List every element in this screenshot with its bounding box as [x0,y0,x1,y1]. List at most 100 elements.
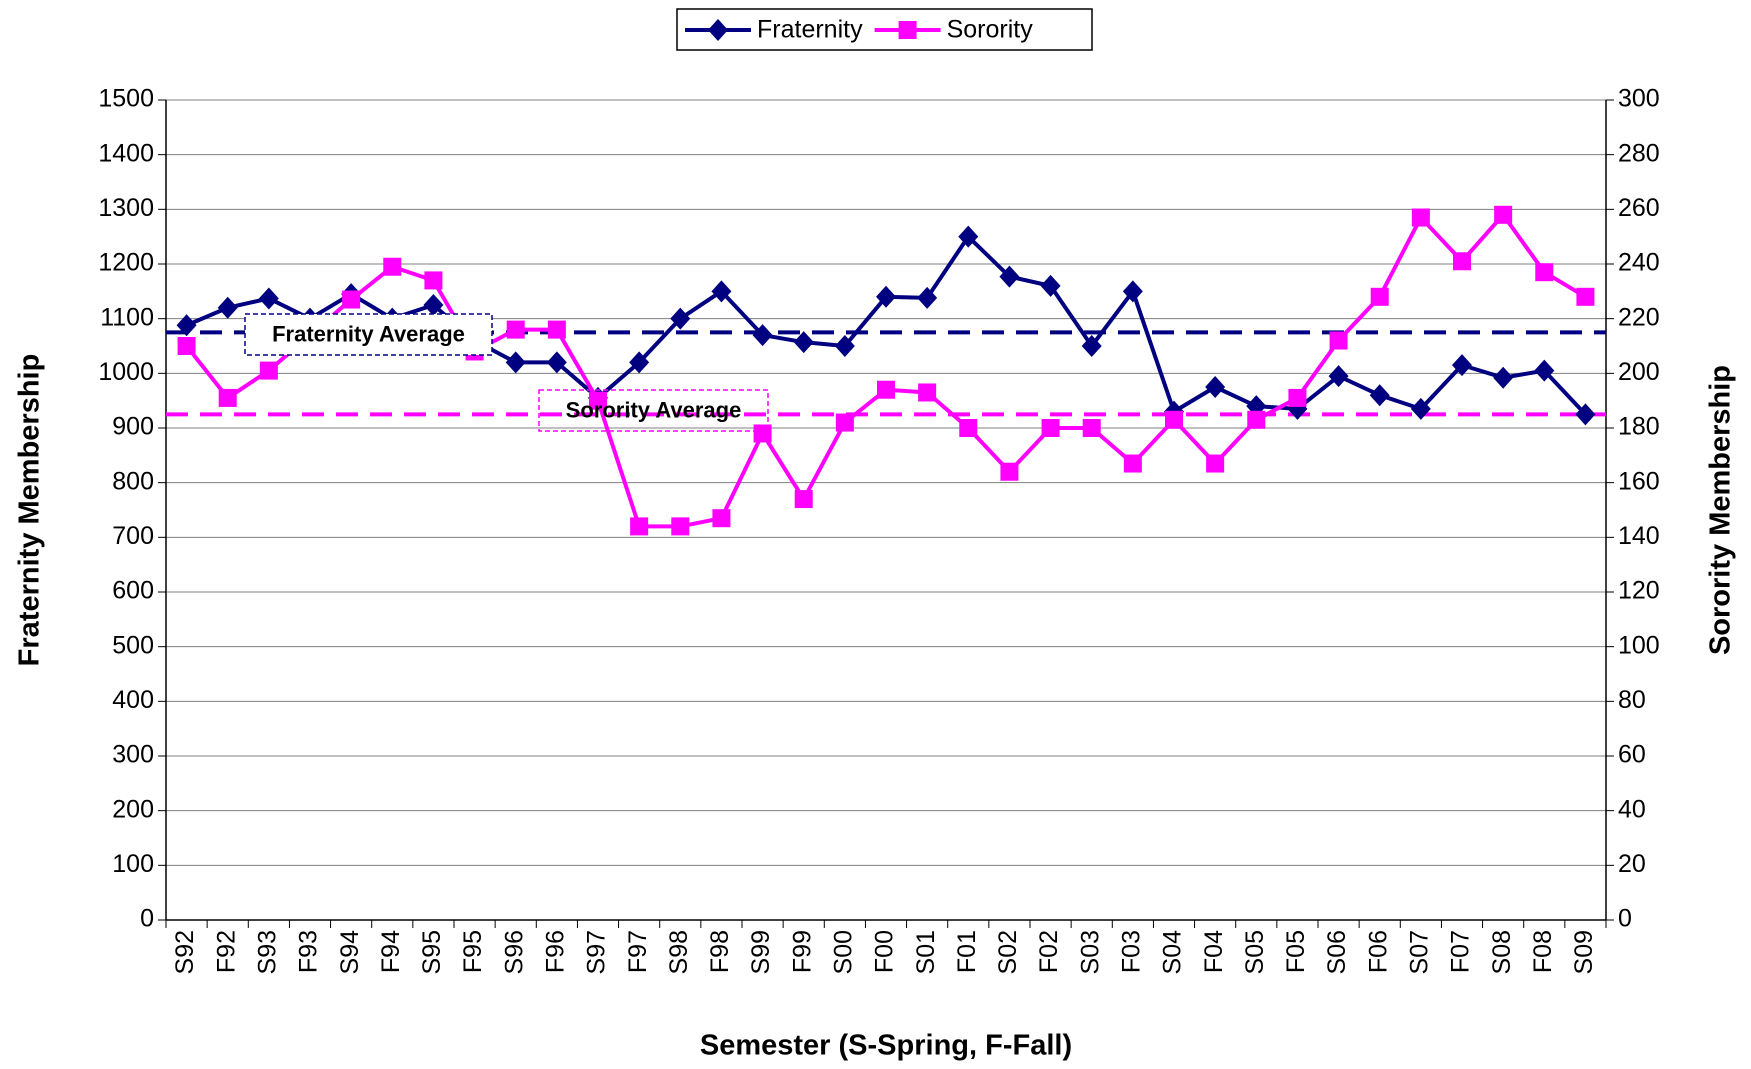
marker [1288,388,1307,407]
marker [1369,384,1390,407]
marker [793,331,814,354]
x-tick-label: F98 [706,930,734,973]
x-tick-label: S07 [1405,930,1433,974]
x-tick-label: S99 [747,930,775,974]
marker [217,296,238,319]
marker [752,324,773,347]
x-tick-label: F93 [295,930,323,973]
reference-label: Fraternity Average [272,321,465,346]
y2-tick-label: 160 [1618,467,1660,495]
marker [1411,208,1430,227]
x-tick-label: F08 [1529,930,1557,973]
y2-tick-label: 300 [1618,85,1660,113]
marker [917,286,938,309]
marker [712,509,731,528]
x-tick-label: S02 [994,930,1022,974]
y2-tick-label: 120 [1618,577,1660,605]
marker [506,320,525,339]
marker [753,424,772,443]
x-tick-label: S00 [829,930,857,974]
y2-tick-label: 220 [1618,303,1660,331]
marker [505,351,526,374]
x-tick-label: F03 [1117,930,1145,973]
x-tick-label: S93 [253,930,281,974]
x-tick-label: F97 [624,930,652,973]
reference-label-box [538,389,769,432]
y2-tick-label: 20 [1618,850,1646,878]
x-tick-label: F01 [953,930,981,973]
legend-marker [708,19,728,41]
y2-tick-label: 60 [1618,741,1646,769]
reference-label: Sorority Average [566,397,742,422]
x-tick-label: S08 [1488,930,1516,974]
marker [1000,462,1019,481]
y-tick-label: 0 [140,905,154,933]
marker [1328,365,1349,388]
x-tick-label: S03 [1076,930,1104,974]
x-tick-label: F06 [1364,930,1392,973]
legend-label: Fraternity [757,16,863,44]
x-tick-label: F00 [871,930,899,973]
marker [670,307,691,330]
x-axis-title: Semester (S-Spring, F-Fall) [700,1030,1072,1062]
x-tick-label: F95 [459,930,487,973]
marker [794,490,813,509]
x-tick-label: F05 [1282,930,1310,973]
marker [177,337,196,355]
marker [1040,274,1061,297]
reference-label-box [244,313,493,356]
marker [546,351,567,374]
marker [1535,263,1554,282]
marker [1494,205,1513,224]
x-tick-label: S06 [1323,930,1351,974]
y-tick-label: 600 [112,577,154,605]
marker [1206,454,1225,473]
marker [876,285,896,308]
marker [176,314,197,337]
marker [1247,410,1266,429]
marker [959,419,978,437]
marker [424,271,443,290]
marker [1205,376,1226,398]
y2-tick-label: 260 [1618,194,1660,222]
marker [958,225,979,248]
marker [877,380,895,399]
marker [218,388,237,407]
y-tick-label: 700 [112,522,154,550]
y2-tick-label: 140 [1618,522,1660,550]
x-tick-label: F96 [541,930,569,973]
y2-axis-title: Sorority Membership [1705,365,1737,655]
marker [342,290,361,309]
marker [835,413,854,432]
y2-tick-label: 280 [1618,139,1660,167]
marker [1410,397,1431,420]
y-tick-label: 300 [112,741,154,769]
legend-label: Sorority [947,16,1034,44]
y-tick-label: 1400 [98,139,154,167]
y-tick-label: 200 [112,795,154,823]
marker [423,294,444,316]
x-tick-label: S01 [912,930,940,974]
legend: Fraternity Sorority [676,8,1093,51]
marker [671,517,690,536]
y-tick-label: 100 [112,850,154,878]
marker [1081,335,1102,357]
x-tick-label: S92 [171,930,199,974]
y-axis-title: Fraternity Membership [14,354,46,667]
marker [834,335,855,357]
marker [1534,359,1555,382]
x-tick-label: F94 [377,930,405,973]
marker [1493,366,1514,389]
x-tick-label: S95 [418,930,446,974]
marker [1165,410,1183,429]
y2-tick-label: 100 [1618,631,1660,659]
x-tick-label: F92 [212,930,240,973]
y2-tick-label: 0 [1618,905,1632,933]
x-tick-label: S04 [1159,930,1187,975]
marker [1041,419,1060,437]
marker [1082,419,1101,437]
y2-tick-label: 180 [1618,413,1660,441]
marker [258,287,279,310]
x-tick-label: S96 [500,930,528,974]
